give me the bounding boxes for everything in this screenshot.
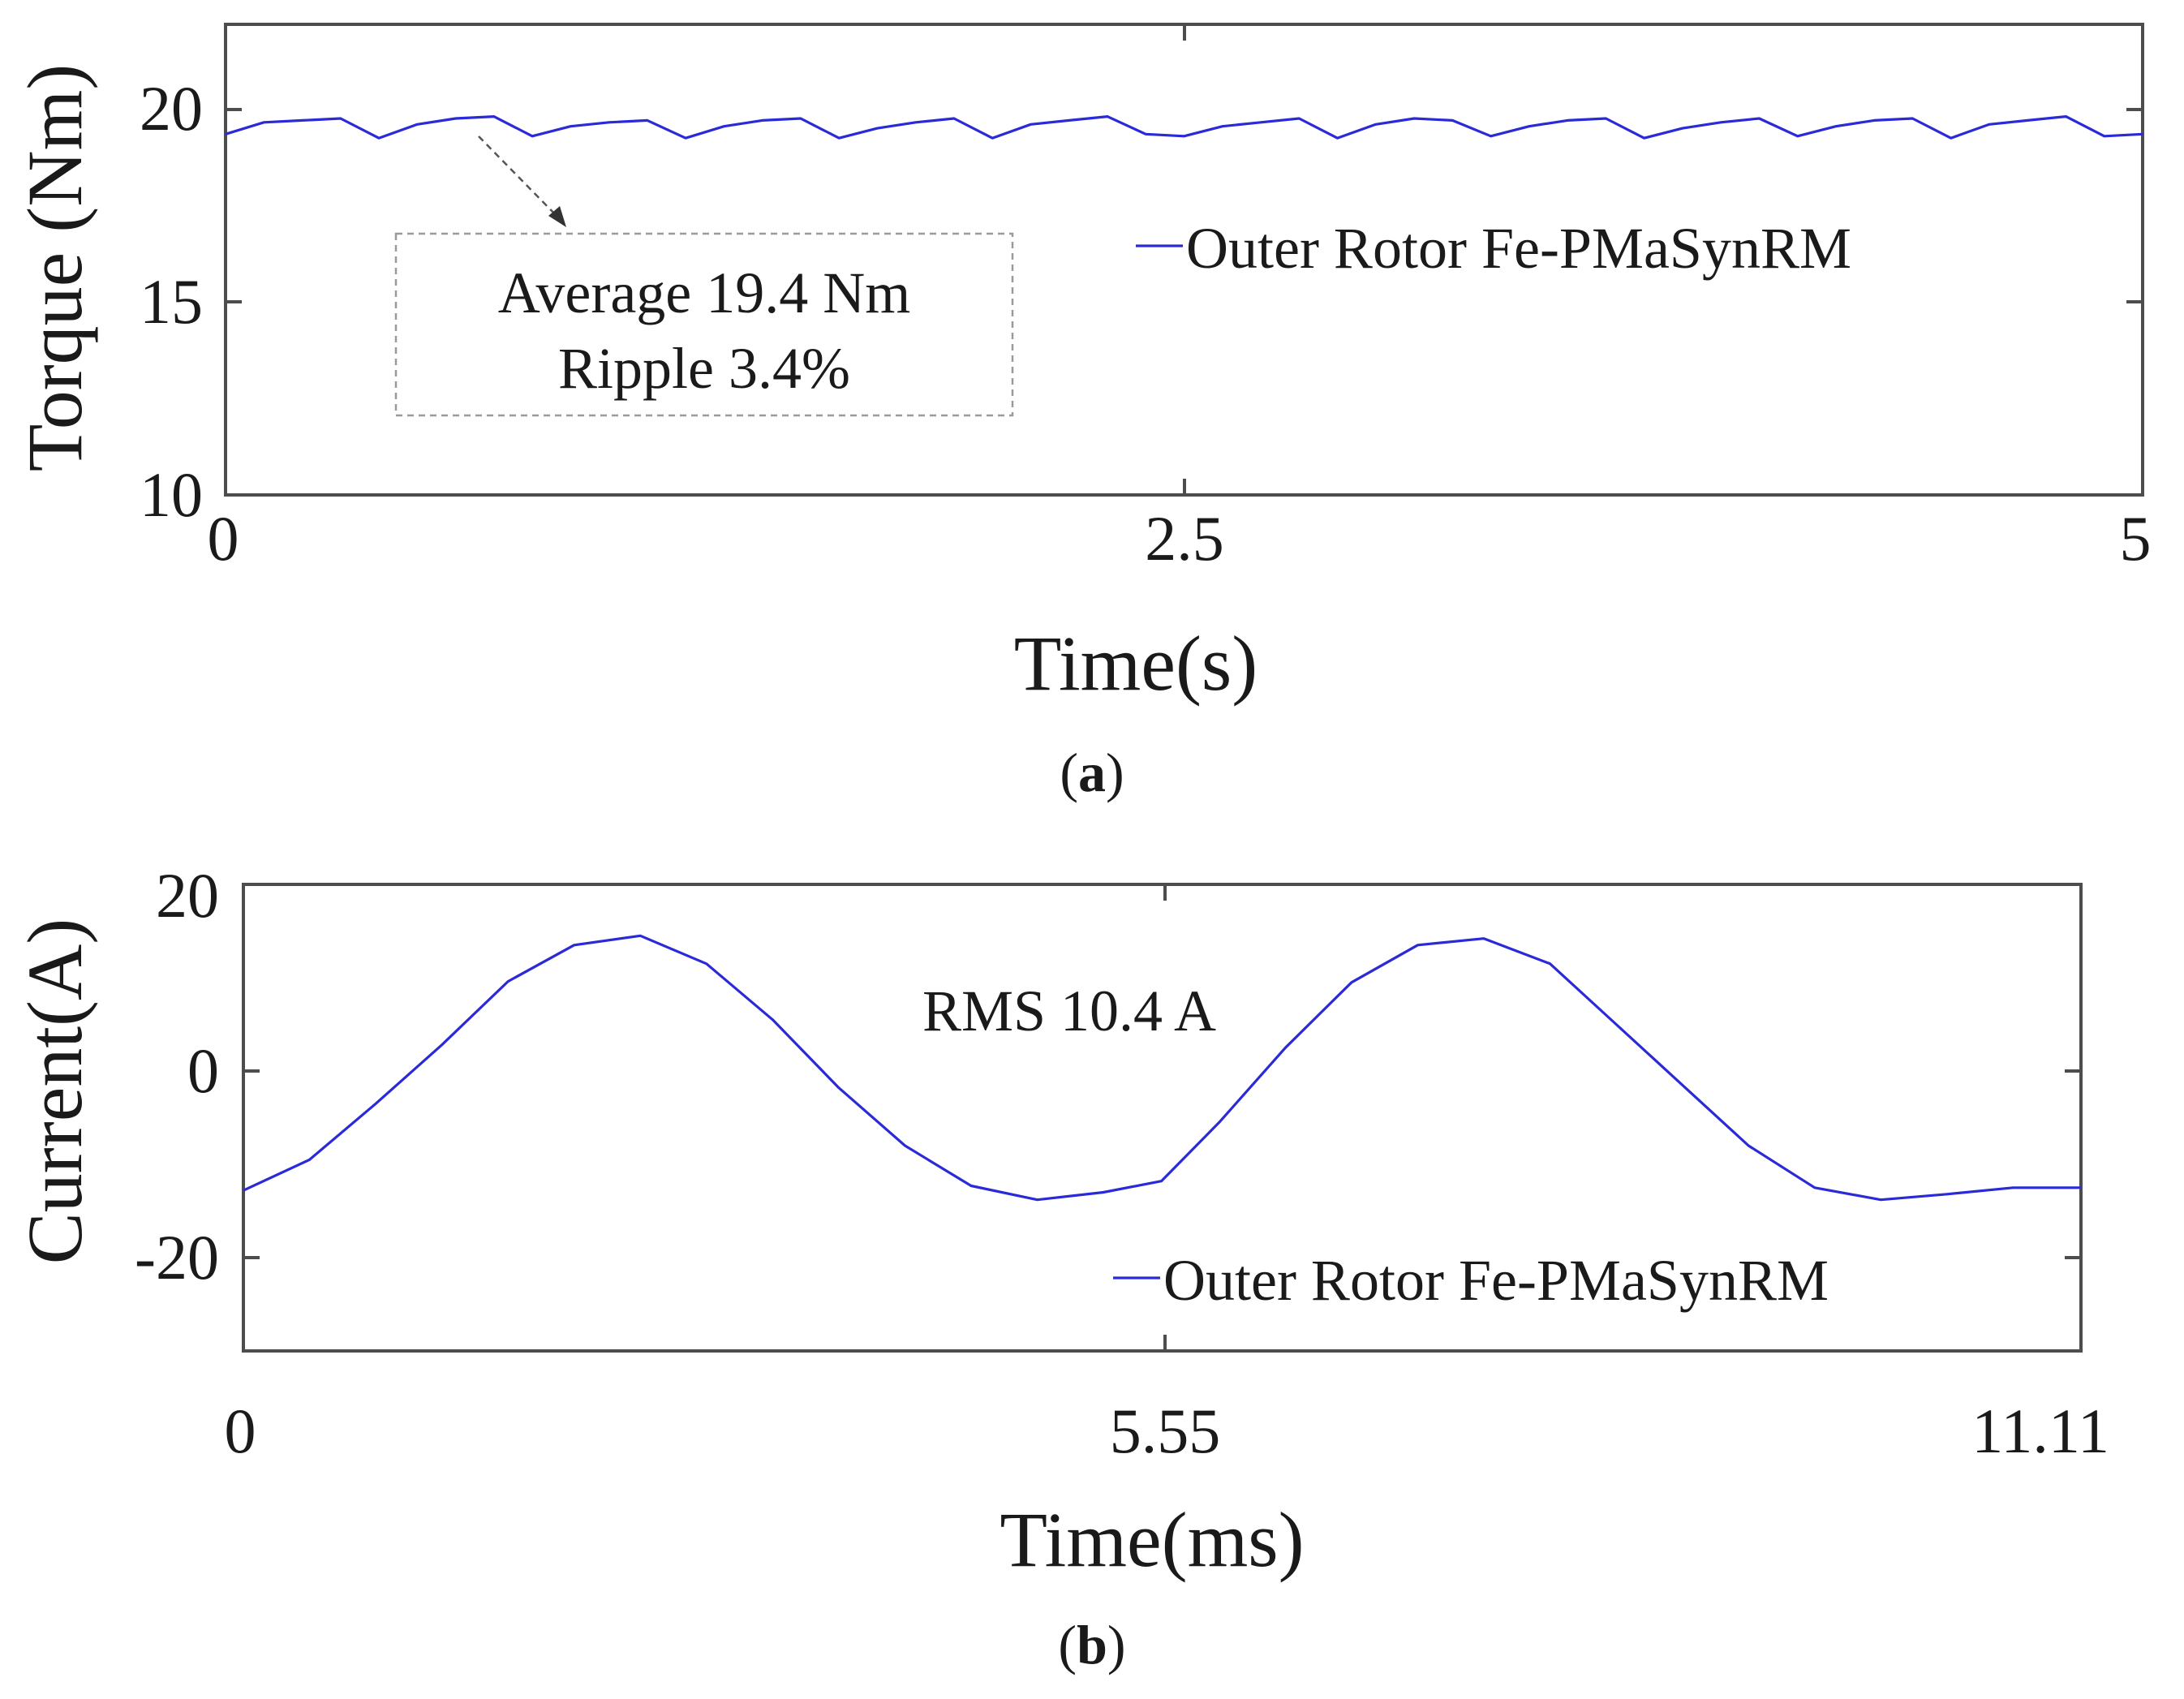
panel-b: 20 0 -20 Current(A) 0 5.55 11.11 Time(ms… bbox=[11, 860, 2109, 1675]
annotation-box bbox=[394, 232, 1014, 417]
y-axis-label: Current(A) bbox=[11, 918, 98, 1265]
panel-letter: b bbox=[1077, 1614, 1107, 1675]
x-tick-label: 11.11 bbox=[1971, 1396, 2109, 1466]
series-line-torque bbox=[225, 115, 2143, 140]
x-tick-label: 0 bbox=[208, 503, 239, 574]
y-axis-label: Torque (Nm) bbox=[11, 64, 98, 471]
x-axis-a: 0 2.5 5 Time(s) bbox=[208, 24, 2152, 707]
panel-letter: a bbox=[1078, 742, 1106, 803]
x-tick-label: 5.55 bbox=[1110, 1396, 1221, 1466]
y-tick-label: 0 bbox=[187, 1035, 219, 1106]
x-axis-b: 0 5.55 11.11 Time(ms) bbox=[225, 884, 2109, 1583]
annotation-a: Average 19.4 Nm Ripple 3.4% bbox=[394, 135, 1014, 417]
x-tick-label: 2.5 bbox=[1145, 503, 1224, 574]
panel-label-b: (b) bbox=[1058, 1614, 1125, 1675]
annotation-text: Average 19.4 Nm bbox=[498, 260, 911, 325]
annotation-text: RMS 10.4 A bbox=[922, 979, 1216, 1043]
panel-a: 20 15 10 Torque (Nm) 0 2.5 5 Time(s) Out… bbox=[11, 23, 2152, 803]
y-tick-label: 20 bbox=[156, 860, 219, 931]
annotation-arrow bbox=[478, 135, 561, 220]
x-axis-label: Time(ms) bbox=[1000, 1496, 1304, 1583]
y-axis-b: 20 0 -20 Current(A) bbox=[11, 860, 2081, 1293]
y-tick-label: -20 bbox=[135, 1222, 219, 1293]
x-tick-label: 5 bbox=[2120, 503, 2152, 574]
series-line-current bbox=[243, 934, 2081, 1202]
y-tick-label: 20 bbox=[140, 73, 203, 144]
x-axis-label: Time(s) bbox=[1014, 620, 1258, 707]
annotation-text: Ripple 3.4% bbox=[558, 336, 850, 401]
x-tick-label: 0 bbox=[225, 1396, 256, 1466]
legend-a: Outer Rotor Fe-PMaSynRM bbox=[1136, 216, 1851, 281]
plot-frame-b bbox=[242, 883, 2083, 1353]
y-tick-label: 15 bbox=[140, 266, 203, 337]
legend-entry: Outer Rotor Fe-PMaSynRM bbox=[1186, 216, 1851, 281]
y-axis-a: 20 15 10 Torque (Nm) bbox=[11, 64, 2143, 530]
legend-b: Outer Rotor Fe-PMaSynRM bbox=[1113, 1248, 1829, 1313]
panel-label-a: (a) bbox=[1060, 742, 1124, 803]
y-tick-label: 10 bbox=[140, 459, 203, 530]
legend-entry: Outer Rotor Fe-PMaSynRM bbox=[1163, 1248, 1829, 1313]
annotation-arrowhead bbox=[548, 206, 566, 227]
plot-frame-a bbox=[224, 23, 2144, 497]
